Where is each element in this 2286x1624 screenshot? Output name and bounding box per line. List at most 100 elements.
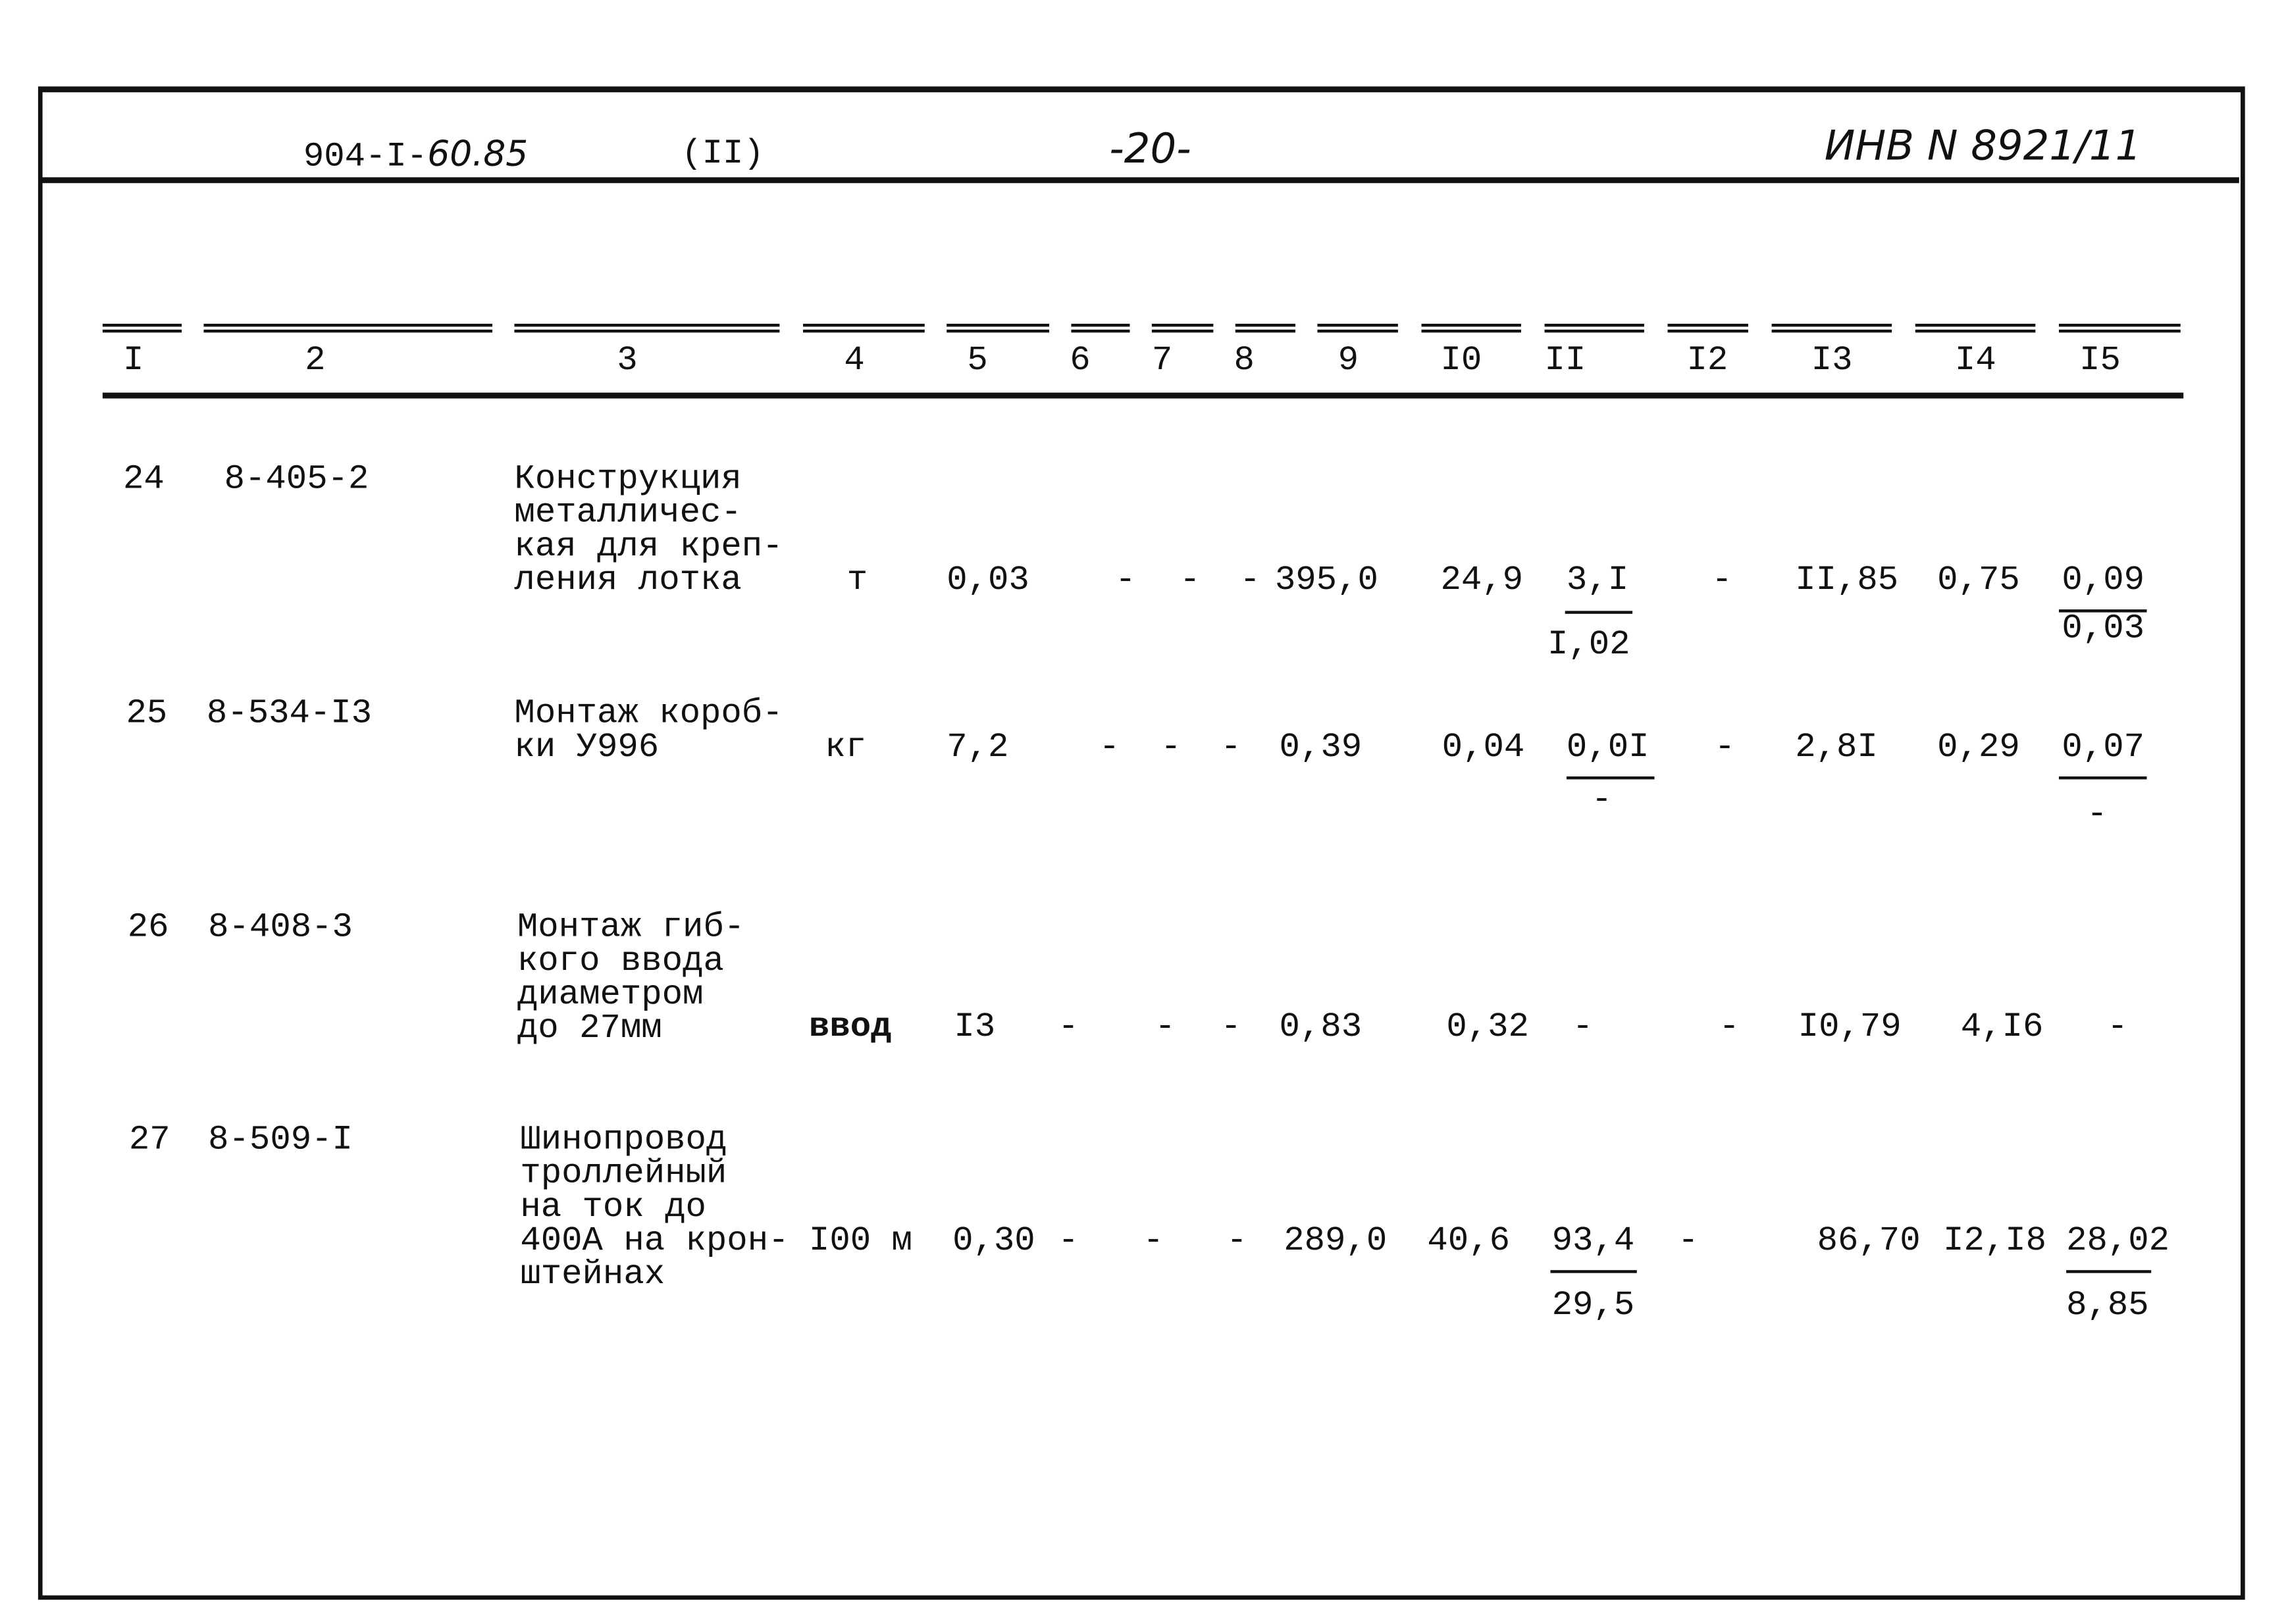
cell-c10: 24,9	[1440, 561, 1524, 601]
fraction-line	[1550, 1270, 1637, 1273]
cell-c15-top: 0,09	[2062, 561, 2145, 601]
cell-c8: -	[1239, 561, 1260, 601]
cell-c5: 7,2	[947, 728, 1009, 768]
header-bottom-rule	[102, 392, 2184, 399]
page-frame	[38, 86, 2245, 1600]
cell-c12: -	[1719, 1007, 1740, 1048]
cell-c14: 0,29	[1937, 728, 2020, 768]
row-description: Шинопровод троллейный на ток до 400А на …	[520, 1121, 789, 1296]
cell-c8: -	[1226, 1221, 1247, 1261]
row-code: 8-405-2	[224, 460, 369, 500]
col-rule	[1667, 324, 1748, 333]
cell-c6: -	[1099, 728, 1120, 768]
cell-c9: 395,0	[1274, 561, 1378, 601]
cell-c11-bottom: 29,5	[1551, 1286, 1635, 1326]
fraction-line	[2058, 776, 2147, 780]
cell-c12: -	[1711, 561, 1732, 601]
row-unit: т	[846, 561, 868, 601]
cell-c10: 0,32	[1446, 1007, 1529, 1048]
col-rule	[1544, 324, 1644, 333]
row-description: Монтаж короб- ки У996	[514, 694, 783, 768]
cell-c6: -	[1058, 1007, 1079, 1048]
page-number: -20-	[1109, 124, 1191, 173]
cell-c14: 4,I6	[1960, 1007, 2044, 1048]
col-header: 4	[844, 341, 865, 381]
col-rule	[514, 324, 780, 333]
cell-c11-bottom: I,02	[1547, 625, 1630, 665]
cell-c15-bottom: 0,03	[2062, 609, 2145, 649]
col-header: I3	[1811, 341, 1853, 381]
cell-c15-bottom: -	[2087, 795, 2108, 835]
cell-c13: 2,8I	[1795, 728, 1878, 768]
cell-c13: 86,70	[1817, 1221, 1921, 1261]
col-header: 6	[1070, 341, 1091, 381]
col-rule	[1317, 324, 1398, 333]
cell-c10: 40,6	[1427, 1221, 1511, 1261]
col-rule	[803, 324, 925, 333]
col-header: 2	[305, 341, 326, 381]
row-number: 26	[127, 908, 169, 948]
cell-c12: -	[1714, 728, 1736, 768]
col-rule	[2058, 324, 2181, 333]
cell-c10: 0,04	[1442, 728, 1525, 768]
col-rule	[1071, 324, 1130, 333]
cell-c15: -	[2107, 1007, 2128, 1048]
cell-c13: I0,79	[1798, 1007, 1902, 1048]
cell-c5: I3	[954, 1007, 996, 1048]
row-unit: I00 м	[808, 1221, 912, 1261]
row-code: 8-534-I3	[206, 694, 373, 734]
col-header: 5	[967, 341, 988, 381]
row-code: 8-408-3	[208, 908, 353, 948]
cell-c11-top: 0,0I	[1566, 728, 1650, 768]
fraction-line	[1566, 776, 1655, 780]
col-rule	[1771, 324, 1892, 333]
col-rule	[1235, 324, 1296, 333]
doc-code-typed: 904-I-	[303, 138, 428, 178]
cell-c11-bottom: -	[1591, 780, 1613, 821]
col-rule	[1421, 324, 1521, 333]
col-header: I5	[2079, 341, 2121, 381]
col-header: 8	[1234, 341, 1255, 381]
row-description: Монтаж гиб- кого ввода диаметром до 27мм	[517, 908, 745, 1050]
fraction-line	[2058, 609, 2147, 613]
cell-c8: -	[1220, 1007, 1241, 1048]
cell-c8: -	[1220, 728, 1241, 768]
col-rule	[947, 324, 1050, 333]
row-description: Конструкция металличес- кая для креп- ле…	[514, 460, 783, 601]
cell-c7: -	[1160, 728, 1182, 768]
cell-c9: 0,39	[1279, 728, 1363, 768]
col-header: I2	[1686, 341, 1728, 381]
col-rule	[203, 324, 493, 333]
row-unit: кг	[825, 728, 867, 768]
col-header: I0	[1440, 341, 1482, 381]
col-header: 9	[1338, 341, 1359, 381]
col-rule	[1915, 324, 2036, 333]
cell-c9: 289,0	[1284, 1221, 1388, 1261]
fraction-line	[2066, 1270, 2152, 1273]
cell-c7: -	[1155, 1007, 1176, 1048]
cell-c6: -	[1058, 1221, 1079, 1261]
cell-c15-top: 28,02	[2066, 1221, 2170, 1261]
col-header: 3	[617, 341, 638, 381]
col-header: I	[123, 341, 144, 381]
fraction-line	[1565, 611, 1633, 614]
cell-c7: -	[1143, 1221, 1164, 1261]
cell-c6: -	[1115, 561, 1136, 601]
cell-c14: I2,I8	[1943, 1221, 2047, 1261]
row-number: 24	[123, 460, 165, 500]
cell-c15-top: 0,07	[2062, 728, 2145, 768]
col-header: I4	[1954, 341, 1996, 381]
cell-c7: -	[1180, 561, 1201, 601]
cell-c14: 0,75	[1937, 561, 2020, 601]
cell-c11-top: 3,I	[1566, 561, 1629, 601]
inventory-number: ИНВ N 8921/11	[1824, 121, 2142, 170]
cell-c5: 0,03	[947, 561, 1029, 601]
row-number: 27	[128, 1121, 170, 1161]
cell-c9: 0,83	[1279, 1007, 1363, 1048]
col-rule	[1151, 324, 1214, 333]
col-header: II	[1544, 341, 1586, 381]
cell-c11: -	[1572, 1007, 1594, 1048]
doc-code: 904-I-60.85	[303, 136, 528, 178]
cell-c15-bottom: 8,85	[2066, 1286, 2149, 1326]
